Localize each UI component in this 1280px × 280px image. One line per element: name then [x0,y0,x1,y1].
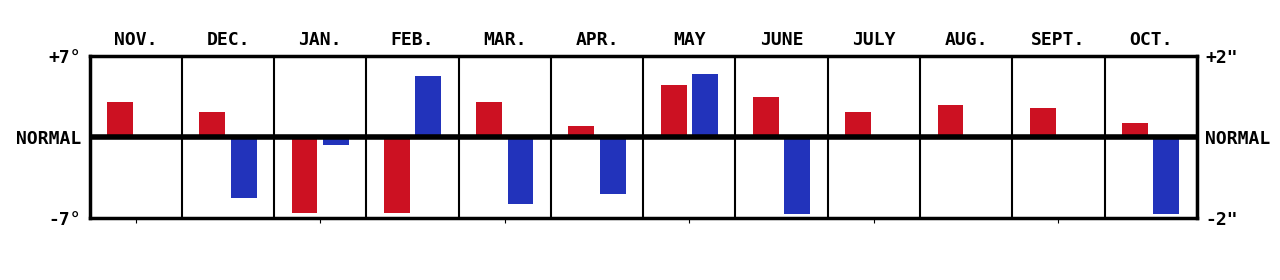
Bar [845,112,872,137]
Bar [568,126,594,137]
Bar [292,137,317,213]
Bar [1153,137,1179,214]
Bar [785,137,810,214]
Bar [1123,123,1148,137]
Bar [660,85,686,137]
Bar [476,102,502,137]
Bar [230,137,256,198]
Bar [692,74,718,137]
Bar [384,137,410,213]
Bar [108,102,133,137]
Bar [600,137,626,194]
Bar [200,112,225,137]
Bar [323,137,349,145]
Bar [753,97,778,137]
Bar [937,105,964,137]
Bar [1030,108,1056,137]
Bar [415,76,442,137]
Bar [508,137,534,204]
